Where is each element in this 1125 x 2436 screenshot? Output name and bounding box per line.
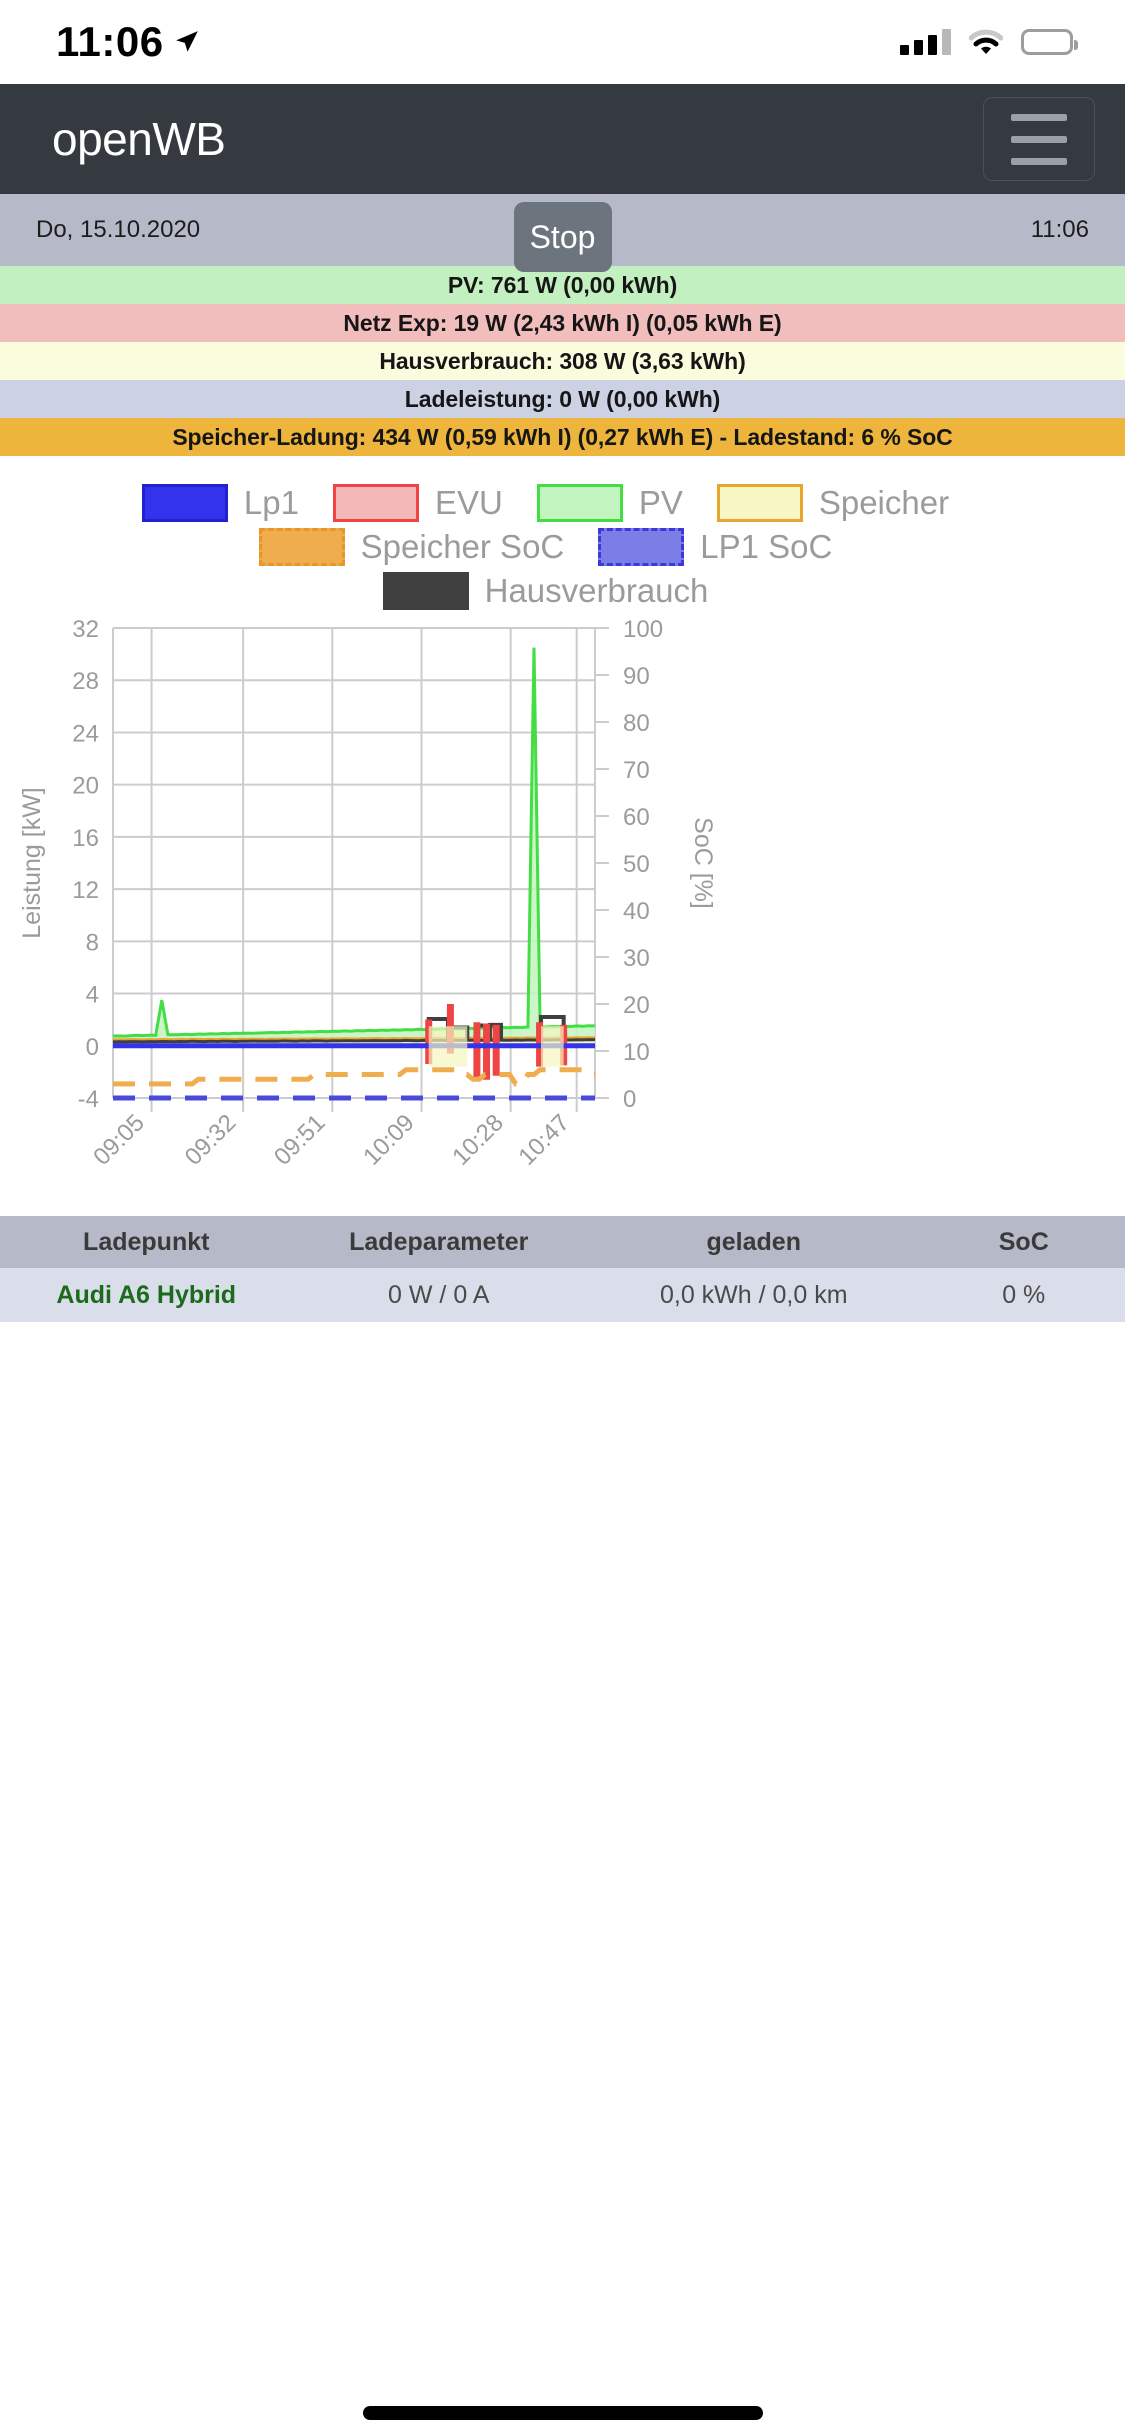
cell-soc: 0 % bbox=[922, 1268, 1125, 1322]
legend-label-speicher: Speicher bbox=[818, 484, 950, 521]
svg-text:10:47: 10:47 bbox=[513, 1109, 575, 1171]
svg-text:SoC [%]: SoC [%] bbox=[689, 817, 717, 909]
svg-text:70: 70 bbox=[623, 757, 650, 784]
legend-swatch-lp1-soc bbox=[598, 528, 685, 566]
battery-icon bbox=[1021, 29, 1078, 55]
svg-text:40: 40 bbox=[623, 898, 650, 925]
svg-text:28: 28 bbox=[72, 668, 99, 695]
svg-text:4: 4 bbox=[86, 982, 99, 1009]
legend-label-lp1: Lp1 bbox=[243, 484, 299, 521]
legend-item-speicher[interactable]: Speicher bbox=[716, 484, 983, 522]
cell-geladen: 0,0 kWh / 0,0 km bbox=[585, 1268, 923, 1322]
status-bar-right bbox=[900, 29, 1078, 55]
svg-text:0: 0 bbox=[86, 1034, 99, 1061]
table-body: Audi A6 Hybrid 0 W / 0 A 0,0 kWh / 0,0 k… bbox=[0, 1268, 1125, 1322]
svg-text:50: 50 bbox=[623, 851, 650, 878]
legend-item-evu[interactable]: EVU bbox=[332, 484, 537, 522]
hamburger-menu-icon[interactable] bbox=[983, 97, 1095, 181]
legend-label-speicher-soc: Speicher SoC bbox=[360, 528, 565, 565]
legend-swatch-speicher bbox=[716, 484, 803, 522]
table-row[interactable]: Audi A6 Hybrid 0 W / 0 A 0,0 kWh / 0,0 k… bbox=[0, 1268, 1125, 1322]
cell-ladepunkt: Audi A6 Hybrid bbox=[0, 1268, 293, 1322]
column-header-ladeparameter: Ladeparameter bbox=[292, 1216, 585, 1268]
location-arrow-icon bbox=[174, 29, 200, 55]
column-header-ladepunkt: Ladepunkt bbox=[0, 1216, 293, 1268]
table-header-row: Ladepunkt Ladeparameter geladen SoC bbox=[0, 1216, 1125, 1268]
svg-text:09:32: 09:32 bbox=[180, 1109, 242, 1171]
power-soc-chart[interactable]: 32 28 24 20 16 12 8 4 0 -4 100 90 80 70 60 50 40 30 20 10 0 0… bbox=[0, 616, 1125, 1216]
legend-swatch-lp1 bbox=[141, 484, 228, 522]
column-header-geladen: geladen bbox=[585, 1216, 923, 1268]
svg-text:60: 60 bbox=[623, 804, 650, 831]
legend-item-lp1[interactable]: Lp1 bbox=[141, 484, 333, 522]
legend-item-pv[interactable]: PV bbox=[536, 484, 717, 522]
svg-text:20: 20 bbox=[623, 992, 650, 1019]
svg-text:100: 100 bbox=[623, 616, 663, 643]
info-row-hausverbrauch: Hausverbrauch: 308 W (3,63 kWh) bbox=[0, 342, 1125, 380]
info-row-pv: PV: 761 W (0,00 kWh) bbox=[0, 266, 1125, 304]
legend-item-lp1-soc[interactable]: LP1 SoC bbox=[598, 528, 866, 566]
wifi-icon bbox=[968, 29, 1004, 55]
svg-text:10:28: 10:28 bbox=[447, 1109, 509, 1171]
svg-text:-4: -4 bbox=[78, 1086, 99, 1113]
app-brand-title: openWB bbox=[52, 113, 226, 165]
svg-text:16: 16 bbox=[72, 825, 99, 852]
legend-swatch-hausverbrauch bbox=[382, 572, 469, 610]
current-time: 11:06 bbox=[1030, 216, 1089, 243]
svg-text:24: 24 bbox=[72, 720, 99, 747]
stop-button[interactable]: Stop bbox=[513, 202, 612, 272]
table-header: Ladepunkt Ladeparameter geladen SoC bbox=[0, 1216, 1125, 1268]
svg-text:12: 12 bbox=[72, 877, 99, 904]
legend-item-hausverbrauch[interactable]: Hausverbrauch bbox=[382, 572, 743, 610]
chart-canvas: 322824201612840-410090807060504030201000… bbox=[18, 616, 717, 1171]
column-header-soc: SoC bbox=[922, 1216, 1125, 1268]
info-row-speicher-ladung: Speicher-Ladung: 434 W (0,59 kWh I) (0,2… bbox=[0, 418, 1125, 456]
svg-text:09:51: 09:51 bbox=[269, 1109, 331, 1171]
legend-label-pv: PV bbox=[638, 484, 683, 521]
svg-text:8: 8 bbox=[86, 929, 99, 956]
ios-status-bar: 11:06 bbox=[0, 0, 1125, 84]
info-row-ladeleistung: Ladeleistung: 0 W (0,00 kWh) bbox=[0, 380, 1125, 418]
svg-text:09:05: 09:05 bbox=[88, 1109, 150, 1171]
svg-text:Leistung [kW]: Leistung [kW] bbox=[18, 787, 46, 938]
current-date: Do, 15.10.2020 bbox=[36, 216, 201, 243]
legend-swatch-pv bbox=[536, 484, 623, 522]
legend-row-3: Hausverbrauch bbox=[382, 572, 743, 610]
cellular-signal-icon bbox=[900, 29, 951, 55]
svg-text:90: 90 bbox=[623, 663, 650, 690]
charge-points-table: Ladepunkt Ladeparameter geladen SoC Audi… bbox=[0, 1216, 1125, 1322]
legend-row-2: Speicher SoC LP1 SoC bbox=[258, 528, 867, 566]
legend-label-evu: EVU bbox=[434, 484, 503, 521]
chart-legend: Lp1 EVU PV Speicher Speicher SoC LP1 SoC… bbox=[0, 456, 1125, 616]
svg-text:0: 0 bbox=[623, 1086, 636, 1113]
legend-item-speicher-soc[interactable]: Speicher SoC bbox=[258, 528, 599, 566]
control-bar: Do, 15.10.2020 Stop 11:06 bbox=[0, 194, 1125, 272]
svg-text:80: 80 bbox=[623, 710, 650, 737]
svg-text:32: 32 bbox=[72, 616, 99, 643]
legend-swatch-speicher-soc bbox=[258, 528, 345, 566]
legend-swatch-evu bbox=[332, 484, 419, 522]
info-row-netz-export: Netz Exp: 19 W (2,43 kWh I) (0,05 kWh E) bbox=[0, 304, 1125, 342]
svg-text:30: 30 bbox=[623, 945, 650, 972]
svg-text:20: 20 bbox=[72, 773, 99, 800]
status-bar-left: 11:06 bbox=[56, 18, 200, 66]
svg-text:10:09: 10:09 bbox=[358, 1109, 420, 1171]
home-indicator[interactable] bbox=[362, 2406, 763, 2420]
legend-label-hausverbrauch: Hausverbrauch bbox=[484, 572, 709, 609]
svg-text:10: 10 bbox=[623, 1039, 650, 1066]
legend-label-lp1-soc: LP1 SoC bbox=[700, 528, 833, 565]
cell-ladeparameter: 0 W / 0 A bbox=[292, 1268, 585, 1322]
status-bar-clock: 11:06 bbox=[56, 18, 164, 65]
app-navbar: openWB bbox=[0, 84, 1125, 194]
legend-row-1: Lp1 EVU PV Speicher bbox=[141, 484, 983, 522]
